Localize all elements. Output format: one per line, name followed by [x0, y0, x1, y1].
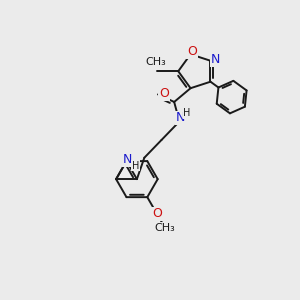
Text: CH₃: CH₃: [146, 57, 166, 67]
Text: N: N: [175, 111, 185, 124]
Text: O: O: [187, 45, 197, 58]
Text: N: N: [123, 153, 132, 166]
Text: H: H: [132, 160, 139, 171]
Text: CH₃: CH₃: [155, 223, 176, 233]
Text: N: N: [210, 53, 220, 66]
Text: O: O: [152, 207, 162, 220]
Text: O: O: [159, 87, 169, 100]
Text: H: H: [183, 108, 190, 118]
